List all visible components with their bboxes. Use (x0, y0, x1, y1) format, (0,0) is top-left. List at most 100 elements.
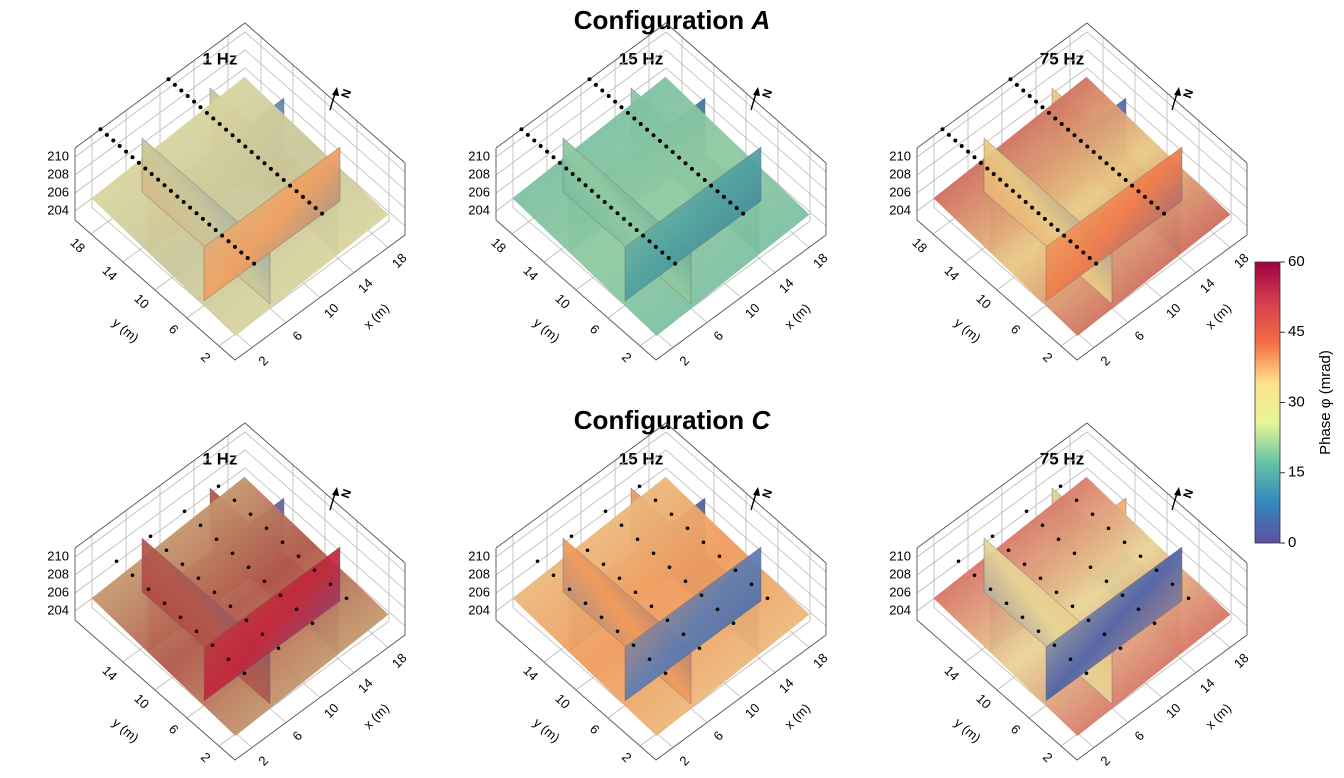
electrode (1094, 262, 1098, 266)
electrode (173, 83, 177, 87)
electrode (313, 568, 317, 572)
electrode (558, 161, 562, 165)
electrode (1056, 228, 1060, 232)
electrode (1137, 189, 1141, 193)
electrode (641, 234, 645, 238)
electrode (263, 579, 267, 583)
y-tick-label: 18 (67, 235, 88, 256)
electrode (618, 576, 622, 580)
electrode (231, 551, 235, 555)
electrode (295, 607, 299, 611)
electrode (584, 601, 588, 605)
y-tick-label: 10 (973, 691, 994, 712)
x-tick-label: 18 (1231, 650, 1252, 671)
electrode (243, 671, 247, 675)
electrode (750, 582, 754, 586)
x-tick-label: 6 (710, 728, 726, 744)
electrode (156, 178, 160, 182)
row-title-letter: A (750, 5, 770, 35)
electrode (1025, 509, 1029, 513)
electrode (703, 178, 707, 182)
electrode (654, 245, 658, 249)
electrode (256, 156, 260, 160)
row-title: Configuration A (574, 5, 770, 35)
electrode (989, 587, 993, 591)
electrode (1069, 657, 1073, 661)
electrode (1057, 537, 1061, 541)
electrode (590, 189, 594, 193)
electrode (1107, 526, 1111, 530)
electrode (645, 128, 649, 132)
x-axis-label: x (m) (781, 700, 813, 732)
electrode (648, 239, 652, 243)
electrode (169, 189, 173, 193)
row-title-text: Configuration (574, 5, 744, 35)
y-axis-label: y (m) (952, 715, 984, 746)
x-tick-label: 6 (1131, 328, 1147, 344)
electrode (732, 621, 736, 625)
y-tick-label: 6 (1008, 721, 1024, 737)
colorbar-tick-label: 15 (1288, 464, 1305, 481)
x-axis-label: x (m) (360, 700, 392, 732)
electrode (1069, 239, 1073, 243)
north-label: N (1180, 87, 1196, 100)
electrode (700, 593, 704, 597)
x-tick-label: 6 (289, 728, 305, 744)
electrode (626, 111, 630, 115)
y-tick-label: 2 (619, 349, 635, 365)
electrode (570, 534, 574, 538)
electrode (179, 88, 183, 92)
z-tick-label: 210 (47, 548, 69, 563)
electrode (201, 217, 205, 221)
electrode (671, 150, 675, 154)
electrode (603, 200, 607, 204)
electrode (147, 587, 151, 591)
electrode (252, 262, 256, 266)
electrode (552, 155, 556, 159)
electrode (311, 621, 315, 625)
electrode (1085, 144, 1089, 148)
electrode (588, 77, 592, 81)
electrode (320, 212, 324, 216)
electrode (654, 498, 658, 502)
electrode (1149, 200, 1153, 204)
z-tick-label: 208 (468, 566, 490, 581)
electrode (698, 646, 702, 650)
electrode (199, 105, 203, 109)
electrode (973, 155, 977, 159)
electrode (545, 150, 549, 154)
electrode (1098, 156, 1102, 160)
electrode (991, 534, 995, 538)
electrode (1043, 217, 1047, 221)
electrode (163, 183, 167, 187)
electrode (163, 601, 167, 605)
electrode (175, 194, 179, 198)
electrode (632, 116, 636, 120)
y-axis-label: y (m) (531, 715, 563, 746)
colorbar-label: Phase φ (mrad) (1317, 350, 1334, 455)
x-axis-label: x (m) (360, 300, 392, 332)
electrode (670, 512, 674, 516)
electrode (249, 512, 253, 516)
panel: 15 Hz2042062082102610141826101418y (m)x … (468, 23, 830, 369)
electrode (616, 211, 620, 215)
panel: 75 Hz20420620821026101418261014y (m)x (m… (889, 423, 1251, 769)
north-label: N (338, 487, 354, 500)
electrode (1105, 579, 1109, 583)
electrode (979, 161, 983, 165)
north-label: N (338, 87, 354, 100)
electrode (295, 189, 299, 193)
y-tick-label: 14 (520, 263, 541, 284)
electrode (1005, 601, 1009, 605)
x-tick-label: 14 (355, 675, 376, 696)
y-tick-label: 6 (1008, 321, 1024, 337)
electrode (288, 184, 292, 188)
x-tick-label: 2 (676, 353, 692, 369)
electrode (105, 133, 109, 137)
electrode (1059, 484, 1063, 488)
electrode (973, 573, 977, 577)
electrode (600, 615, 604, 619)
electrode (1121, 593, 1125, 597)
electrode (211, 116, 215, 120)
x-tick-label: 2 (676, 753, 692, 769)
